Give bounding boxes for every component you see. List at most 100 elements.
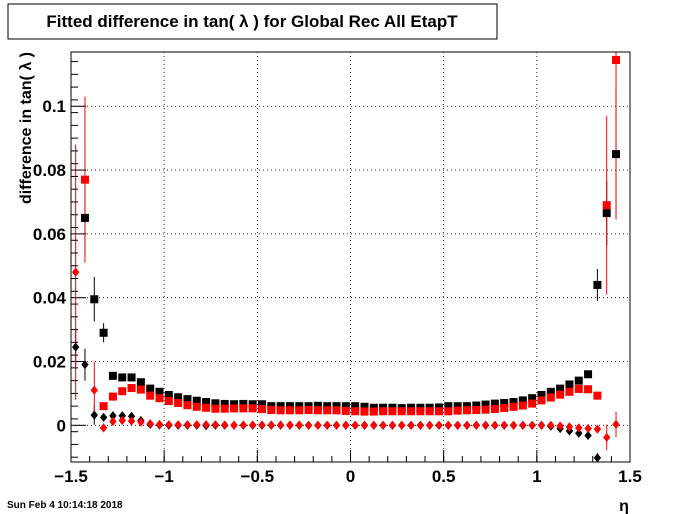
data-point-diamond <box>109 411 117 421</box>
data-point-diamond <box>211 420 220 430</box>
data-point-diamond <box>472 420 480 430</box>
data-point-square <box>164 397 173 406</box>
data-point-diamond <box>118 411 126 421</box>
data-point-square <box>435 407 444 416</box>
data-point-diamond <box>99 423 108 433</box>
tick-labels: −1.5 −1 −0.5 0 0.5 1 1.5 0 0.02 0.04 0.06 0.08 0.1 <box>33 97 642 486</box>
data-point-square <box>472 401 481 410</box>
data-point-diamond <box>603 432 611 443</box>
data-point-square <box>108 392 117 401</box>
data-point-diamond <box>248 420 257 430</box>
data-point-square <box>80 213 89 222</box>
data-point-square <box>155 387 164 396</box>
data-point-diamond <box>398 420 406 430</box>
data-point-square <box>323 406 332 415</box>
data-point-square <box>379 407 388 416</box>
data-point-diamond <box>547 420 555 430</box>
data-point-diamond <box>174 420 182 430</box>
markers <box>71 55 621 463</box>
data-point-square <box>490 399 499 408</box>
data-point-diamond <box>71 267 80 277</box>
data-point-square <box>425 407 434 416</box>
data-point-diamond <box>314 420 322 430</box>
x-tick-label: −1.5 <box>54 467 88 486</box>
data-point-square <box>332 406 341 415</box>
data-point-diamond <box>127 411 136 421</box>
y-tick-label: 0.1 <box>42 97 66 116</box>
data-point-square <box>518 401 527 410</box>
data-point-diamond <box>491 420 499 430</box>
data-point-diamond <box>556 421 564 431</box>
data-point-square <box>351 407 360 416</box>
data-point-diamond <box>509 420 518 430</box>
data-point-diamond <box>90 385 98 395</box>
data-point-square <box>462 406 471 415</box>
title-box <box>7 3 498 40</box>
data-point-square <box>304 405 313 414</box>
data-point-diamond <box>267 420 275 430</box>
data-point-square <box>295 402 304 411</box>
data-point-square <box>313 406 322 415</box>
data-point-diamond <box>463 420 471 430</box>
timestamp: Sun Feb 4 10:14:18 2018 <box>7 500 123 511</box>
data-point-diamond <box>500 420 508 430</box>
data-point-square <box>220 404 229 413</box>
data-point-square <box>500 398 509 407</box>
data-point-square <box>127 383 136 392</box>
data-point-square <box>546 387 555 396</box>
data-point-diamond <box>230 420 238 430</box>
data-point-square <box>248 404 257 413</box>
data-point-square <box>360 407 369 416</box>
data-point-square <box>220 399 229 408</box>
data-point-square <box>211 399 220 408</box>
data-point-square <box>574 376 583 385</box>
data-point-square <box>230 400 239 409</box>
data-point-square <box>99 402 108 411</box>
y-tick-label: 0.04 <box>33 289 67 308</box>
data-point-diamond <box>193 420 201 430</box>
data-point-diamond <box>444 420 453 430</box>
data-point-square <box>285 406 294 415</box>
data-point-diamond <box>426 420 434 430</box>
data-point-square <box>388 407 397 416</box>
y-axis-label: difference in tan( λ ) <box>18 52 35 204</box>
data-point-square <box>444 407 453 416</box>
data-point-diamond <box>565 422 574 432</box>
data-point-diamond <box>118 415 126 426</box>
data-point-square <box>593 391 602 400</box>
data-point-diamond <box>537 420 546 430</box>
data-point-square <box>453 406 462 415</box>
data-point-square <box>192 396 201 405</box>
y-tick-label: 0.02 <box>33 352 66 371</box>
data-point-diamond <box>575 428 583 438</box>
data-point-square <box>584 385 593 394</box>
data-point-diamond <box>146 419 154 429</box>
data-point-diamond <box>239 420 248 430</box>
data-point-diamond <box>323 420 331 430</box>
data-point-square <box>192 402 201 411</box>
data-point-square <box>332 402 341 411</box>
data-point-square <box>136 385 145 394</box>
data-point-square <box>416 407 425 416</box>
data-point-square <box>556 390 565 399</box>
data-point-square <box>276 406 285 415</box>
x-tick-label: −1 <box>154 467 173 486</box>
data-point-diamond <box>388 420 397 430</box>
data-point-diamond <box>584 423 592 434</box>
data-point-square <box>556 384 565 393</box>
data-point-square <box>602 201 611 210</box>
data-point-diamond <box>528 420 536 430</box>
data-point-diamond <box>304 420 313 430</box>
data-point-square <box>323 402 332 411</box>
axis-ticks <box>70 61 631 462</box>
data-point-square <box>481 400 490 409</box>
data-point-square <box>276 402 285 411</box>
data-point-square <box>257 400 266 409</box>
data-point-diamond <box>90 410 98 420</box>
data-point-diamond <box>612 419 620 429</box>
data-point-diamond <box>435 420 443 430</box>
data-point-diamond <box>165 420 173 430</box>
data-point-diamond <box>127 416 136 426</box>
